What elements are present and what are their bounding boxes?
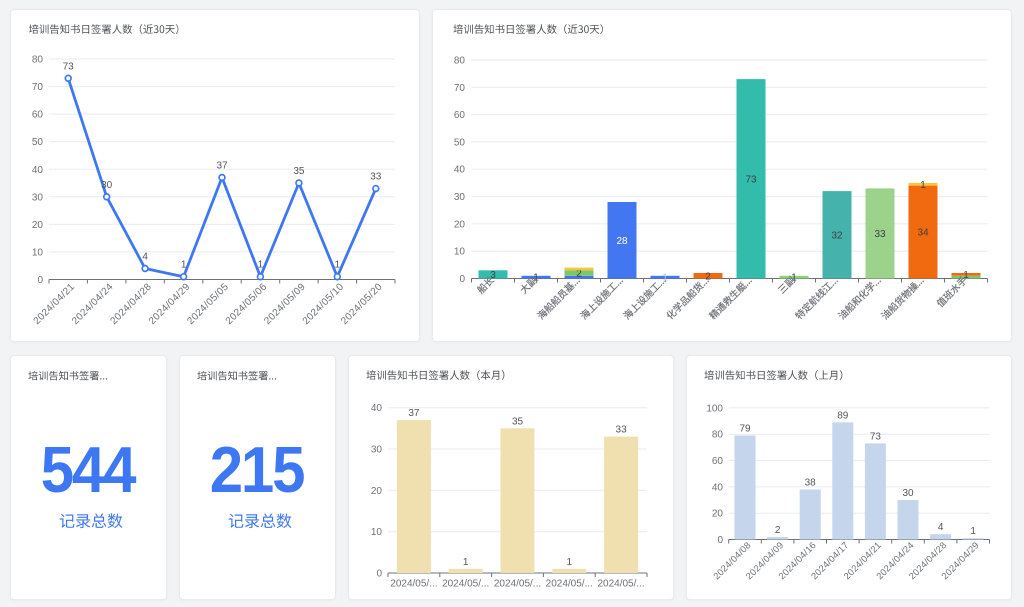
svg-text:35: 35 — [293, 166, 305, 177]
svg-text:10: 10 — [371, 527, 383, 538]
svg-text:100: 100 — [706, 403, 723, 414]
svg-text:60: 60 — [32, 110, 44, 121]
svg-text:30: 30 — [32, 192, 44, 203]
svg-text:80: 80 — [32, 55, 44, 66]
svg-text:60: 60 — [454, 110, 466, 121]
svg-text:20: 20 — [32, 220, 44, 231]
svg-text:4: 4 — [142, 252, 148, 263]
svg-text:34: 34 — [917, 228, 929, 239]
svg-text:1: 1 — [970, 526, 976, 537]
svg-text:30: 30 — [902, 488, 914, 499]
svg-text:1: 1 — [258, 260, 264, 271]
svg-text:2: 2 — [775, 525, 781, 536]
svg-text:73: 73 — [745, 174, 757, 185]
svg-text:40: 40 — [454, 165, 466, 176]
svg-text:37: 37 — [216, 161, 228, 172]
svg-text:3: 3 — [490, 270, 496, 281]
svg-text:215: 215 — [210, 434, 304, 507]
svg-text:1: 1 — [791, 273, 797, 284]
svg-text:80: 80 — [454, 56, 466, 67]
svg-text:0: 0 — [717, 535, 723, 546]
svg-text:20: 20 — [371, 486, 383, 497]
svg-text:40: 40 — [32, 165, 44, 176]
svg-text:50: 50 — [454, 137, 466, 148]
svg-text:30: 30 — [454, 192, 466, 203]
svg-text:70: 70 — [454, 83, 466, 94]
svg-text:1: 1 — [335, 260, 341, 271]
svg-text:80: 80 — [712, 430, 724, 441]
svg-text:2024/05/...: 2024/05/... — [390, 579, 437, 590]
svg-text:89: 89 — [837, 410, 849, 421]
svg-text:33: 33 — [874, 229, 886, 240]
svg-text:50: 50 — [32, 137, 44, 148]
svg-text:2024/05/...: 2024/05/... — [494, 579, 541, 590]
svg-text:79: 79 — [739, 424, 751, 435]
svg-text:20: 20 — [454, 219, 466, 230]
svg-text:544: 544 — [41, 434, 137, 507]
svg-text:73: 73 — [870, 431, 882, 442]
svg-text:20: 20 — [712, 509, 724, 520]
svg-text:28: 28 — [616, 236, 628, 247]
svg-text:33: 33 — [616, 425, 628, 436]
svg-text:1: 1 — [963, 270, 969, 281]
svg-text:10: 10 — [454, 247, 466, 258]
svg-text:37: 37 — [408, 408, 420, 419]
svg-text:10: 10 — [32, 247, 44, 258]
svg-text:4: 4 — [938, 522, 944, 533]
svg-text:2: 2 — [705, 271, 711, 282]
svg-text:70: 70 — [32, 82, 44, 93]
svg-text:2024/05/...: 2024/05/... — [442, 579, 489, 590]
svg-text:32: 32 — [831, 230, 843, 241]
svg-text:0: 0 — [37, 275, 43, 286]
svg-text:2: 2 — [576, 269, 582, 280]
svg-text:1: 1 — [533, 273, 539, 284]
svg-text:40: 40 — [371, 403, 383, 414]
svg-text:1: 1 — [567, 557, 573, 568]
svg-text:0: 0 — [459, 274, 465, 285]
svg-text:0: 0 — [376, 569, 382, 580]
svg-text:2024/05/20: 2024/05/20 — [339, 281, 385, 327]
svg-text:1: 1 — [662, 273, 668, 284]
svg-text:1: 1 — [920, 180, 926, 191]
svg-text:30: 30 — [101, 180, 113, 191]
svg-text:2024/05/...: 2024/05/... — [597, 579, 644, 590]
svg-text:35: 35 — [512, 416, 524, 427]
svg-text:38: 38 — [805, 478, 817, 489]
svg-text:2024/05/...: 2024/05/... — [546, 579, 593, 590]
svg-text:30: 30 — [371, 445, 383, 456]
svg-text:60: 60 — [712, 456, 724, 467]
svg-text:1: 1 — [181, 260, 187, 271]
svg-text:40: 40 — [712, 482, 724, 493]
svg-text:33: 33 — [370, 172, 382, 183]
svg-text:1: 1 — [463, 557, 469, 568]
svg-text:73: 73 — [63, 61, 75, 72]
